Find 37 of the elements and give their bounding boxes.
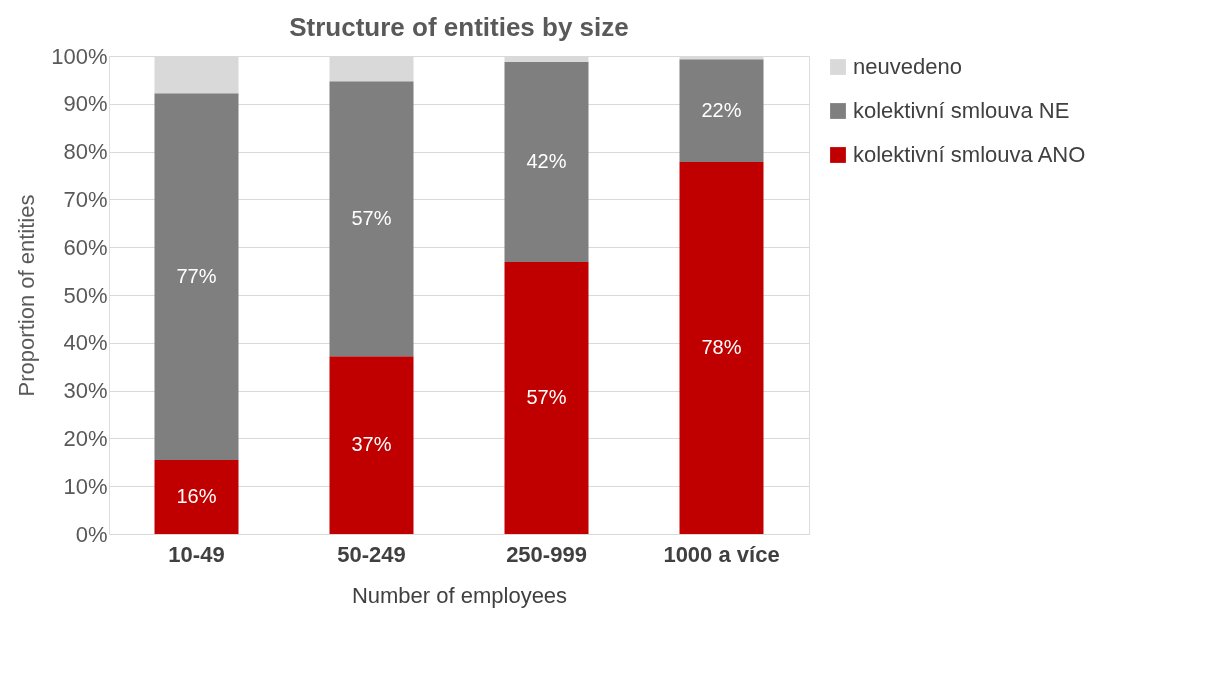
y-tick-label: 10% — [63, 473, 108, 499]
data-label: 78% — [701, 336, 742, 359]
y-tick-label: 40% — [63, 330, 108, 356]
x-tick-label: 1000 a více — [663, 541, 780, 567]
y-tick-label: 100% — [51, 43, 108, 69]
x-axis-title: Number of employees — [351, 582, 568, 608]
bar — [329, 81, 414, 357]
data-label: 42% — [526, 149, 567, 172]
legend-label: kolektivní smlouva NE — [853, 98, 1070, 123]
data-label: 77% — [176, 264, 217, 287]
bar — [504, 61, 589, 263]
bar — [504, 262, 589, 534]
bar — [154, 93, 239, 460]
y-tick-label: 70% — [63, 186, 108, 212]
y-tick-label: 30% — [63, 378, 108, 404]
bar — [679, 59, 764, 163]
bar — [329, 356, 414, 534]
bar — [154, 459, 239, 534]
data-label: 22% — [701, 98, 742, 121]
bar — [679, 162, 764, 534]
y-tick-label: 0% — [75, 521, 108, 547]
x-tick-label: 50-249 — [337, 541, 406, 567]
data-label: 16% — [176, 484, 217, 507]
data-label: 57% — [526, 386, 567, 409]
y-tick-label: 60% — [63, 234, 108, 260]
y-tick-label: 50% — [63, 282, 108, 308]
y-tick-label: 90% — [63, 91, 108, 117]
legend-label: kolektivní smlouva ANO — [853, 142, 1086, 167]
y-tick-label: 20% — [63, 425, 108, 451]
data-label: 57% — [351, 206, 392, 229]
data-label: 37% — [351, 433, 392, 456]
y-axis-title: Proportion of entities — [14, 194, 40, 397]
y-tick-label: 80% — [63, 139, 108, 165]
chart-title: Structure of entities by size — [289, 12, 629, 42]
x-tick-label: 10-49 — [168, 541, 225, 567]
legend-label: neuvedeno — [853, 54, 962, 79]
x-tick-label: 250-999 — [506, 541, 587, 567]
